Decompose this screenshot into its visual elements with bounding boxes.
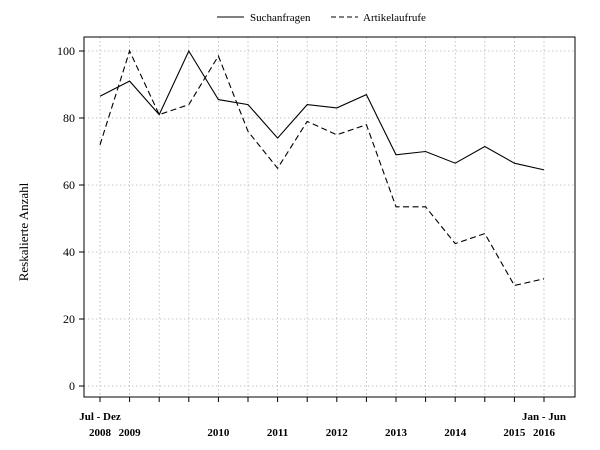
x-tick-label: 2013 <box>385 427 408 439</box>
x-tick-label: 2015 <box>503 427 526 439</box>
axes <box>79 36 576 402</box>
y-tick-label: 20 <box>63 312 75 326</box>
x-tick-label: 2011 <box>267 427 288 439</box>
x-tick-label-top: Jul - Dez <box>79 411 121 423</box>
series-line-suchanfragen <box>99 49 545 171</box>
legend-label: Artikelaufrufe <box>363 12 426 24</box>
x-tick-label: 2008 <box>89 427 112 439</box>
y-axis-label: Reskalierte Anzahl <box>16 182 31 281</box>
y-tick-label: 0 <box>69 379 75 393</box>
legend: Suchanfragen Artikelaufrufe <box>217 12 426 24</box>
series-layer <box>99 49 545 287</box>
x-tick-label-top: Jan - Jun <box>522 411 566 423</box>
series-line-artikelaufrufe <box>99 49 545 287</box>
x-tick-label: 2016 <box>533 427 556 439</box>
y-tick-label: 60 <box>63 178 75 192</box>
plot-frame <box>83 36 576 398</box>
grid <box>84 37 575 397</box>
x-tick-label: 2009 <box>119 427 142 439</box>
y-tick-label: 40 <box>63 245 75 259</box>
y-tick-label: 100 <box>57 44 75 58</box>
legend-label: Suchanfragen <box>250 12 311 24</box>
y-tick-label: 80 <box>63 111 75 125</box>
x-tick-label: 2012 <box>326 427 349 439</box>
x-tick-label: 2010 <box>207 427 230 439</box>
x-tick-label: 2014 <box>444 427 467 439</box>
y-tick-labels: 0 20 40 60 80 100 <box>57 44 75 393</box>
x-tick-labels: Jul - Dez 2008 2009 2010 2011 2012 2013 2014 201… <box>79 411 566 439</box>
